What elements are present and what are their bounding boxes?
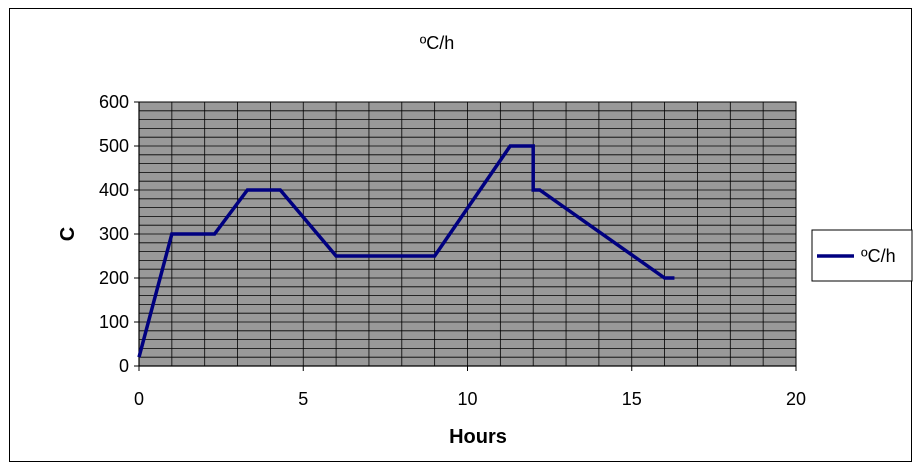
x-tick-label: 15 <box>622 389 642 409</box>
x-tick-label: 10 <box>457 389 477 409</box>
y-tick-label: 0 <box>119 356 129 376</box>
x-axis-title: Hours <box>449 426 507 448</box>
x-tick-label: 20 <box>786 389 806 409</box>
y-tick-label: 500 <box>99 136 129 156</box>
y-axis-title: C <box>57 227 79 241</box>
tick-labels: 0 100 200 300 400 500 600 0 5 10 15 20 <box>99 92 806 409</box>
x-tick-label: 5 <box>298 389 308 409</box>
y-tick-label: 300 <box>99 224 129 244</box>
y-tick-label: 600 <box>99 92 129 112</box>
grid-lines <box>139 102 796 366</box>
y-tick-label: 400 <box>99 180 129 200</box>
series-line <box>137 144 675 358</box>
y-tick-label: 100 <box>99 312 129 332</box>
legend-label: ºC/h <box>861 246 896 266</box>
chart-title: ºC/h <box>420 33 455 53</box>
y-tick-label: 200 <box>99 268 129 288</box>
x-tick-label: 0 <box>134 389 144 409</box>
legend: ºC/h <box>811 229 913 282</box>
series-lines <box>137 144 675 358</box>
